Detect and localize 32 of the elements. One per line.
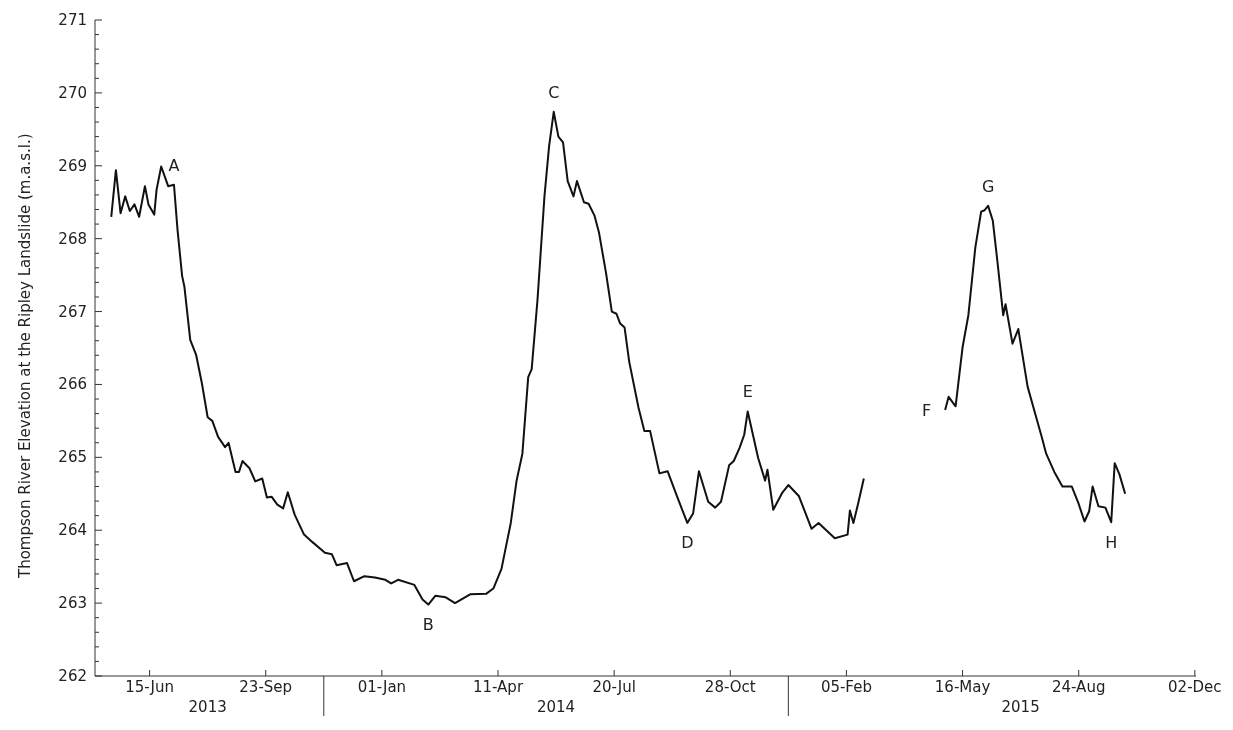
x-tick-label: 15-Jun bbox=[125, 678, 174, 696]
text: 2014 bbox=[536, 698, 576, 716]
annotation: D bbox=[681, 533, 694, 553]
x-tick-label: 23-Sep bbox=[239, 678, 293, 696]
text: 2015 bbox=[1001, 698, 1040, 716]
annotation: B bbox=[422, 614, 434, 634]
x-tick-label: 24-Aug bbox=[1051, 678, 1106, 696]
x-tick-label: 20-Jul bbox=[592, 678, 636, 696]
y-tick-label: 263 bbox=[58, 594, 87, 613]
annotation: A bbox=[168, 155, 180, 175]
y-tick-label: 271 bbox=[58, 11, 87, 29]
y-tick-label: 264 bbox=[58, 521, 87, 540]
x-tick-label: 02-Dec bbox=[1168, 678, 1222, 696]
y-tick-label: 268 bbox=[58, 229, 87, 248]
x-tick-label: 05-Feb bbox=[820, 678, 872, 696]
y-tick-label: 270 bbox=[58, 83, 87, 102]
y-tick-label: 266 bbox=[58, 375, 87, 394]
annotation: E bbox=[742, 382, 753, 402]
annotation: G bbox=[981, 176, 995, 196]
text: 2013 bbox=[188, 698, 227, 716]
x-tick-label: 01-Jan bbox=[357, 678, 407, 696]
y-tick-label: 269 bbox=[58, 156, 87, 175]
annotation: C bbox=[548, 82, 560, 102]
x-tick-label: 28-Oct bbox=[704, 678, 756, 696]
x-tick-label: 16-May bbox=[934, 678, 991, 696]
y-tick-label: 267 bbox=[58, 302, 87, 321]
y-axis-title: Thompson River Elevation at the Ripley Landslide (m.a.s.l.) bbox=[16, 133, 35, 579]
y-tick-label: 262 bbox=[58, 667, 87, 685]
annotation: F bbox=[921, 400, 932, 420]
x-tick-label: 11-Apr bbox=[472, 678, 524, 696]
y-tick-label: 265 bbox=[58, 448, 87, 467]
annotation: H bbox=[1105, 532, 1118, 552]
